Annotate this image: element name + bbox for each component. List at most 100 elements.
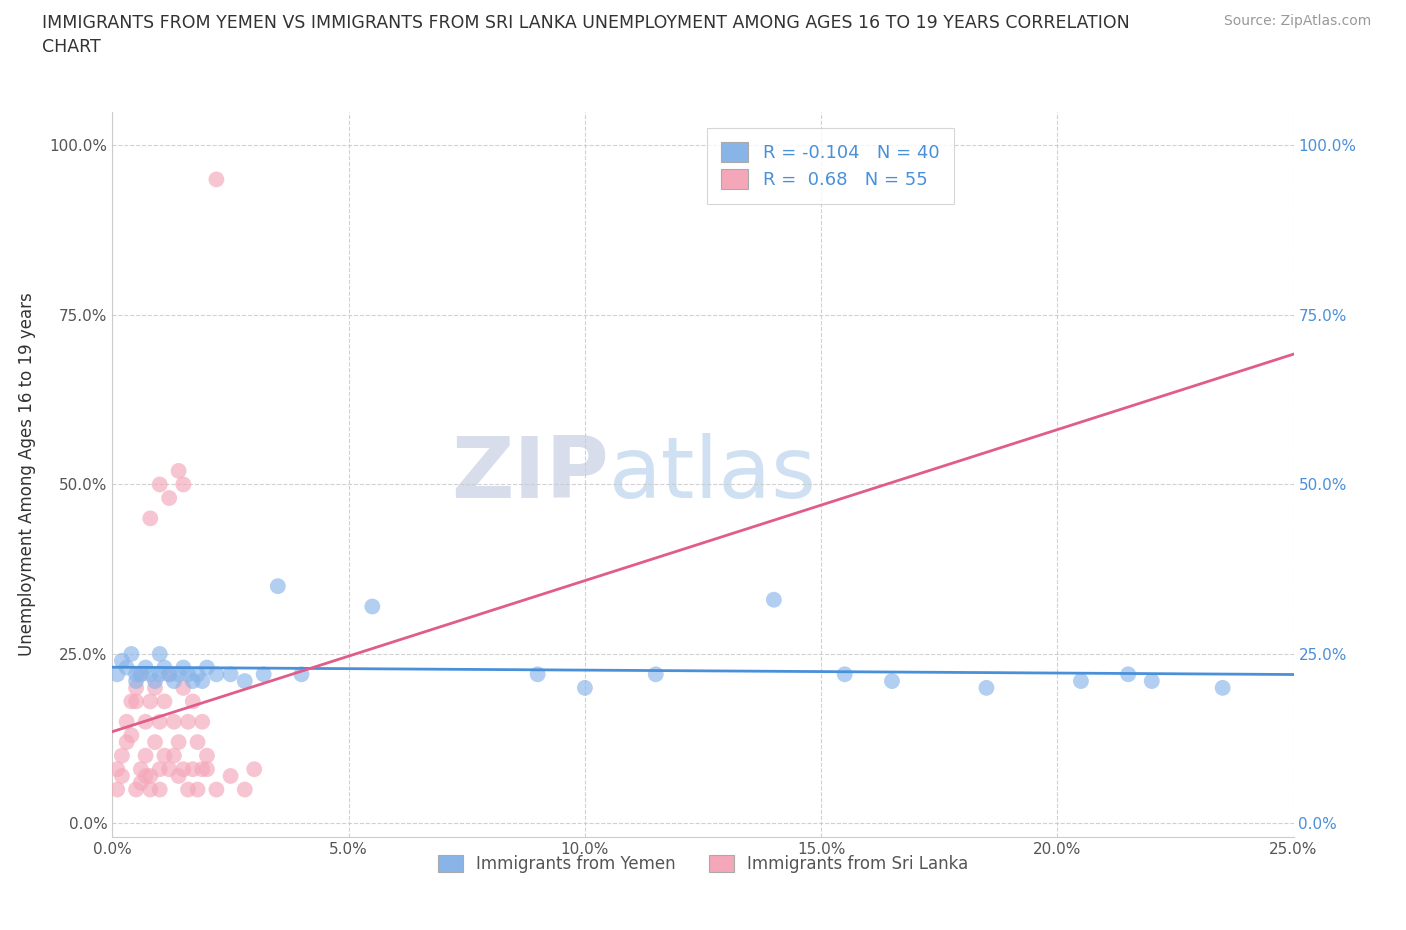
Point (1140, 673, 1163, 688)
Point (149, 667, 172, 682)
Point (186, 735, 208, 750)
Point (139, 694, 162, 709)
Point (181, 694, 204, 709)
Point (105, 667, 128, 682)
Point (125, 673, 148, 688)
Point (219, 768, 242, 783)
Point (167, 735, 190, 750)
Point (143, 673, 166, 688)
Text: ZIP: ZIP (451, 432, 609, 516)
Point (125, 782, 148, 797)
Point (139, 511, 162, 525)
Point (205, 782, 228, 797)
Point (153, 694, 176, 709)
Point (139, 768, 162, 783)
Point (135, 749, 157, 764)
Point (115, 714, 138, 729)
Text: Source: ZipAtlas.com: Source: ZipAtlas.com (1223, 14, 1371, 28)
Point (143, 681, 166, 696)
Point (125, 694, 148, 709)
Point (167, 768, 190, 783)
Point (186, 667, 208, 682)
Point (186, 782, 208, 797)
Point (125, 667, 148, 682)
Point (976, 681, 998, 696)
Point (115, 735, 138, 750)
Point (233, 782, 256, 797)
Point (1070, 673, 1092, 688)
Point (172, 762, 194, 777)
Point (163, 749, 186, 764)
Point (129, 776, 152, 790)
Point (219, 667, 242, 682)
Point (253, 667, 276, 682)
Legend: Immigrants from Yemen, Immigrants from Sri Lanka: Immigrants from Yemen, Immigrants from S… (430, 848, 976, 880)
Point (177, 667, 200, 682)
Point (139, 782, 162, 797)
Point (195, 762, 218, 777)
Point (135, 768, 157, 783)
Point (135, 714, 157, 729)
Point (181, 673, 204, 688)
Text: atlas: atlas (609, 432, 817, 516)
Point (644, 667, 666, 682)
Point (115, 660, 138, 675)
Point (120, 646, 142, 661)
Point (205, 172, 228, 187)
Point (880, 673, 903, 688)
Point (129, 667, 152, 682)
Point (163, 673, 186, 688)
Point (172, 477, 194, 492)
Point (574, 681, 596, 696)
Point (157, 491, 180, 506)
Point (163, 714, 186, 729)
Point (111, 768, 134, 783)
Point (172, 681, 194, 696)
Point (177, 714, 200, 729)
Point (129, 667, 152, 682)
Point (762, 592, 785, 607)
Point (135, 660, 157, 675)
Point (361, 599, 384, 614)
Point (149, 782, 172, 797)
Point (290, 667, 312, 682)
Point (111, 749, 134, 764)
Point (167, 463, 190, 478)
Point (172, 660, 194, 675)
Point (149, 762, 172, 777)
Point (120, 728, 142, 743)
Text: IMMIGRANTS FROM YEMEN VS IMMIGRANTS FROM SRI LANKA UNEMPLOYMENT AMONG AGES 16 TO: IMMIGRANTS FROM YEMEN VS IMMIGRANTS FROM… (42, 14, 1130, 56)
Point (111, 653, 134, 668)
Point (143, 735, 166, 750)
Point (149, 477, 172, 492)
Point (195, 749, 218, 764)
Point (205, 667, 228, 682)
Point (181, 762, 204, 777)
Point (1212, 681, 1234, 696)
Point (120, 694, 142, 709)
Point (267, 578, 290, 593)
Point (129, 762, 152, 777)
Point (153, 749, 176, 764)
Point (243, 762, 266, 777)
Point (157, 762, 180, 777)
Point (105, 762, 128, 777)
Point (157, 667, 180, 682)
Point (157, 667, 180, 682)
Point (139, 667, 162, 682)
Point (153, 660, 176, 675)
Point (177, 782, 200, 797)
Point (195, 660, 218, 675)
Point (191, 673, 214, 688)
Point (105, 782, 128, 797)
Point (834, 667, 856, 682)
Point (167, 667, 190, 682)
Point (1116, 667, 1139, 682)
Point (191, 714, 214, 729)
Point (149, 646, 172, 661)
Point (191, 762, 214, 777)
Point (125, 681, 148, 696)
Point (526, 667, 548, 682)
Y-axis label: Unemployment Among Ages 16 to 19 years: Unemployment Among Ages 16 to 19 years (18, 292, 35, 657)
Point (149, 714, 172, 729)
